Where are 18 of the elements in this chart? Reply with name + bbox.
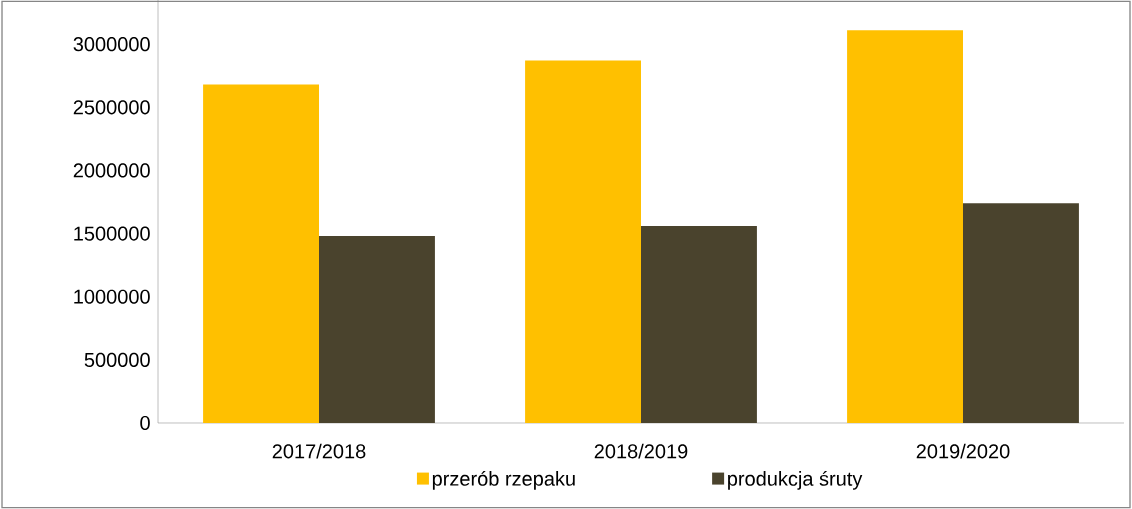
y-tick-label: 1000000 <box>74 289 150 304</box>
bar <box>319 236 435 423</box>
y-tick-label: 0 <box>140 415 150 431</box>
bar <box>641 226 757 423</box>
legend-label: produkcja śruty <box>728 470 863 490</box>
x-tick-label: 2017/2018 <box>272 443 366 459</box>
legend-label: przerób rzepaku <box>432 470 575 490</box>
x-tick-label: 2019/2020 <box>916 443 1010 459</box>
y-tick-label: 500000 <box>84 352 150 367</box>
x-tick-label: 2018/2019 <box>594 443 688 459</box>
y-tick-label: 3000000 <box>73 37 150 52</box>
bar <box>963 203 1079 423</box>
bar <box>525 60 641 423</box>
bar <box>203 84 320 423</box>
bar <box>847 30 963 423</box>
y-tick-label: 1500000 <box>74 226 150 241</box>
y-tick-label: 2000000 <box>73 163 150 178</box>
y-tick-label: 2500000 <box>73 100 150 115</box>
